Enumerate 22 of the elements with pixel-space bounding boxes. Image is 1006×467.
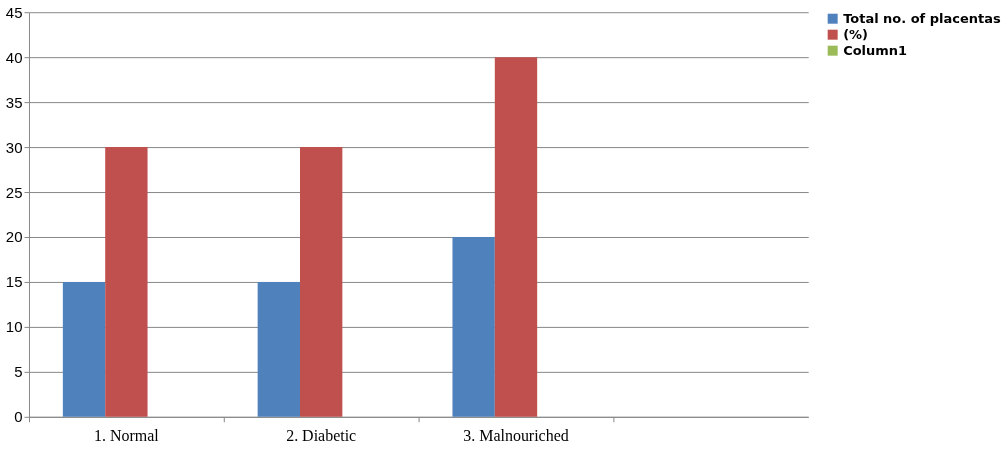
- bar: [105, 147, 148, 417]
- bar: [257, 281, 301, 417]
- bar: [452, 236, 495, 417]
- y-tick-label: 45: [5, 3, 23, 21]
- x-tick-label: 2. Diabetic: [286, 427, 357, 445]
- y-tick-label: 30: [5, 138, 23, 156]
- legend-label: Total no. of placentas: [843, 10, 1001, 26]
- y-tick-label: 0: [14, 408, 23, 426]
- y-tick-label: 40: [5, 48, 23, 66]
- y-tick-label: 25: [5, 183, 23, 201]
- y-tick-label: 5: [14, 363, 23, 381]
- y-tick-label: 20: [5, 228, 23, 246]
- y-tick-label: 10: [5, 318, 23, 336]
- x-tick-label: 3. Malnouriched: [463, 427, 569, 445]
- legend-label: (%): [843, 26, 869, 42]
- bar: [300, 147, 343, 417]
- legend-label: Column1: [843, 42, 908, 58]
- y-tick-label: 15: [5, 273, 23, 291]
- y-tick-label: 35: [5, 93, 23, 111]
- bar: [62, 281, 106, 417]
- bar: [494, 57, 538, 417]
- x-tick-label: 1. Normal: [94, 427, 160, 445]
